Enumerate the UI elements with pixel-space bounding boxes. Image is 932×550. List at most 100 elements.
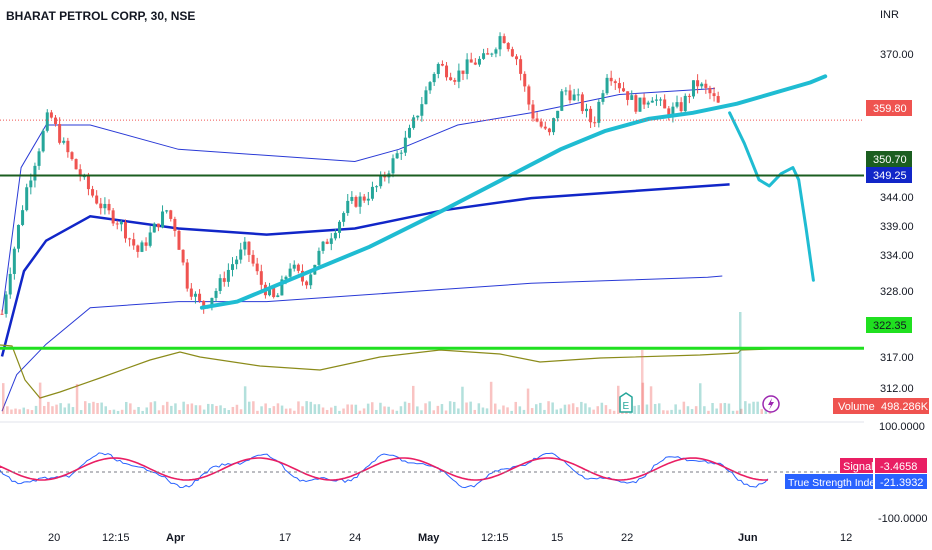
candle-body — [346, 200, 350, 214]
volume-bar — [219, 405, 222, 414]
volume-bar — [6, 406, 9, 414]
volume-bar — [424, 403, 427, 414]
volume-bar — [166, 401, 169, 414]
candle-body — [103, 203, 107, 209]
candle-body — [375, 186, 379, 188]
volume-bar — [84, 401, 87, 414]
candle-body — [156, 223, 160, 228]
volume-value-badge — [879, 398, 929, 414]
volume-bar — [256, 410, 259, 414]
candle-body — [515, 56, 518, 60]
candle-body — [128, 238, 132, 240]
volume-bar — [608, 409, 612, 414]
volume-bar — [100, 402, 103, 414]
earnings-marker[interactable]: E — [619, 392, 633, 413]
volume-bar — [461, 386, 464, 414]
candle-body — [704, 83, 708, 88]
candle-body — [58, 124, 62, 143]
candle-body — [580, 94, 584, 112]
candle-body — [646, 102, 650, 105]
candle-body — [564, 90, 568, 92]
candle-body — [82, 176, 86, 178]
volume-badge — [833, 398, 879, 414]
candle-body — [358, 196, 362, 207]
candle-body — [54, 117, 58, 125]
volume-bar — [428, 401, 431, 414]
volume-bar — [707, 410, 710, 414]
candle-body — [111, 210, 115, 224]
candle-body — [556, 110, 560, 119]
volume-bar — [711, 403, 714, 414]
candle-body — [4, 294, 8, 314]
volume-bar — [231, 406, 235, 414]
volume-bar — [735, 410, 739, 414]
candle-body — [33, 165, 37, 181]
volume-bar — [141, 410, 144, 414]
volume-bar — [268, 408, 271, 414]
volume-bar — [243, 386, 247, 414]
candle-body — [305, 281, 309, 286]
candle-body — [95, 195, 99, 204]
volume-bar — [727, 403, 731, 414]
volume-bar — [38, 382, 42, 414]
volume-bar — [309, 401, 312, 414]
volume-bar — [120, 409, 124, 414]
candle-body — [362, 196, 366, 201]
candle-body — [477, 58, 481, 65]
volume-bar — [760, 409, 763, 414]
candle-body — [391, 158, 395, 174]
candle-body — [239, 249, 243, 260]
candle-body — [445, 65, 449, 78]
signal-line — [0, 457, 769, 481]
candle-body — [519, 59, 523, 74]
candle-body — [91, 189, 95, 196]
volume-bar — [547, 401, 550, 414]
candle-body — [259, 271, 263, 285]
candle-body — [230, 264, 234, 270]
volume-bar — [43, 405, 46, 414]
symbol-title[interactable]: BHARAT PETROL CORP, 30, NSE — [6, 9, 195, 23]
candle-body — [539, 121, 543, 127]
volume-bar — [47, 401, 50, 414]
volume-bar — [510, 410, 513, 414]
volume-bar — [686, 406, 690, 414]
volume-bar — [358, 410, 362, 414]
volume-bar — [194, 405, 198, 414]
volume-bar — [346, 404, 349, 414]
volume-spike-bar — [641, 350, 644, 414]
volume-bar — [18, 409, 21, 414]
candle-body — [527, 86, 531, 105]
volume-bar — [330, 407, 333, 414]
volume-bar — [30, 410, 34, 414]
volume-bar — [55, 404, 58, 414]
volume-bar — [125, 401, 128, 414]
volume-bar — [453, 401, 456, 414]
volume-bar — [682, 401, 686, 414]
candle-body — [449, 77, 453, 81]
flash-event-icon[interactable] — [762, 395, 780, 413]
volume-bar — [116, 410, 120, 414]
volume-bar — [264, 403, 267, 414]
candle-body — [25, 187, 29, 211]
volume-bar — [407, 402, 411, 414]
volume-bar — [284, 408, 288, 414]
volume-bar — [633, 405, 636, 414]
y-tick-370: 370.00 — [880, 49, 914, 61]
candle-body — [531, 104, 535, 119]
level-badge-lower — [866, 317, 912, 333]
y-tick-334: 334.00 — [880, 250, 914, 262]
y-tick-317: 317.00 — [880, 352, 914, 364]
candle-body — [45, 112, 49, 131]
volume-bar — [190, 403, 194, 414]
candle-body — [243, 241, 247, 250]
volume-bar — [477, 403, 481, 414]
candle-body — [284, 276, 288, 280]
volume-bar — [518, 406, 522, 414]
volume-bar — [395, 410, 399, 414]
candle-body — [453, 80, 457, 82]
candle-body — [140, 242, 144, 252]
volume-bar — [473, 409, 476, 414]
volume-bar — [551, 402, 554, 414]
volume-bar — [494, 403, 497, 414]
